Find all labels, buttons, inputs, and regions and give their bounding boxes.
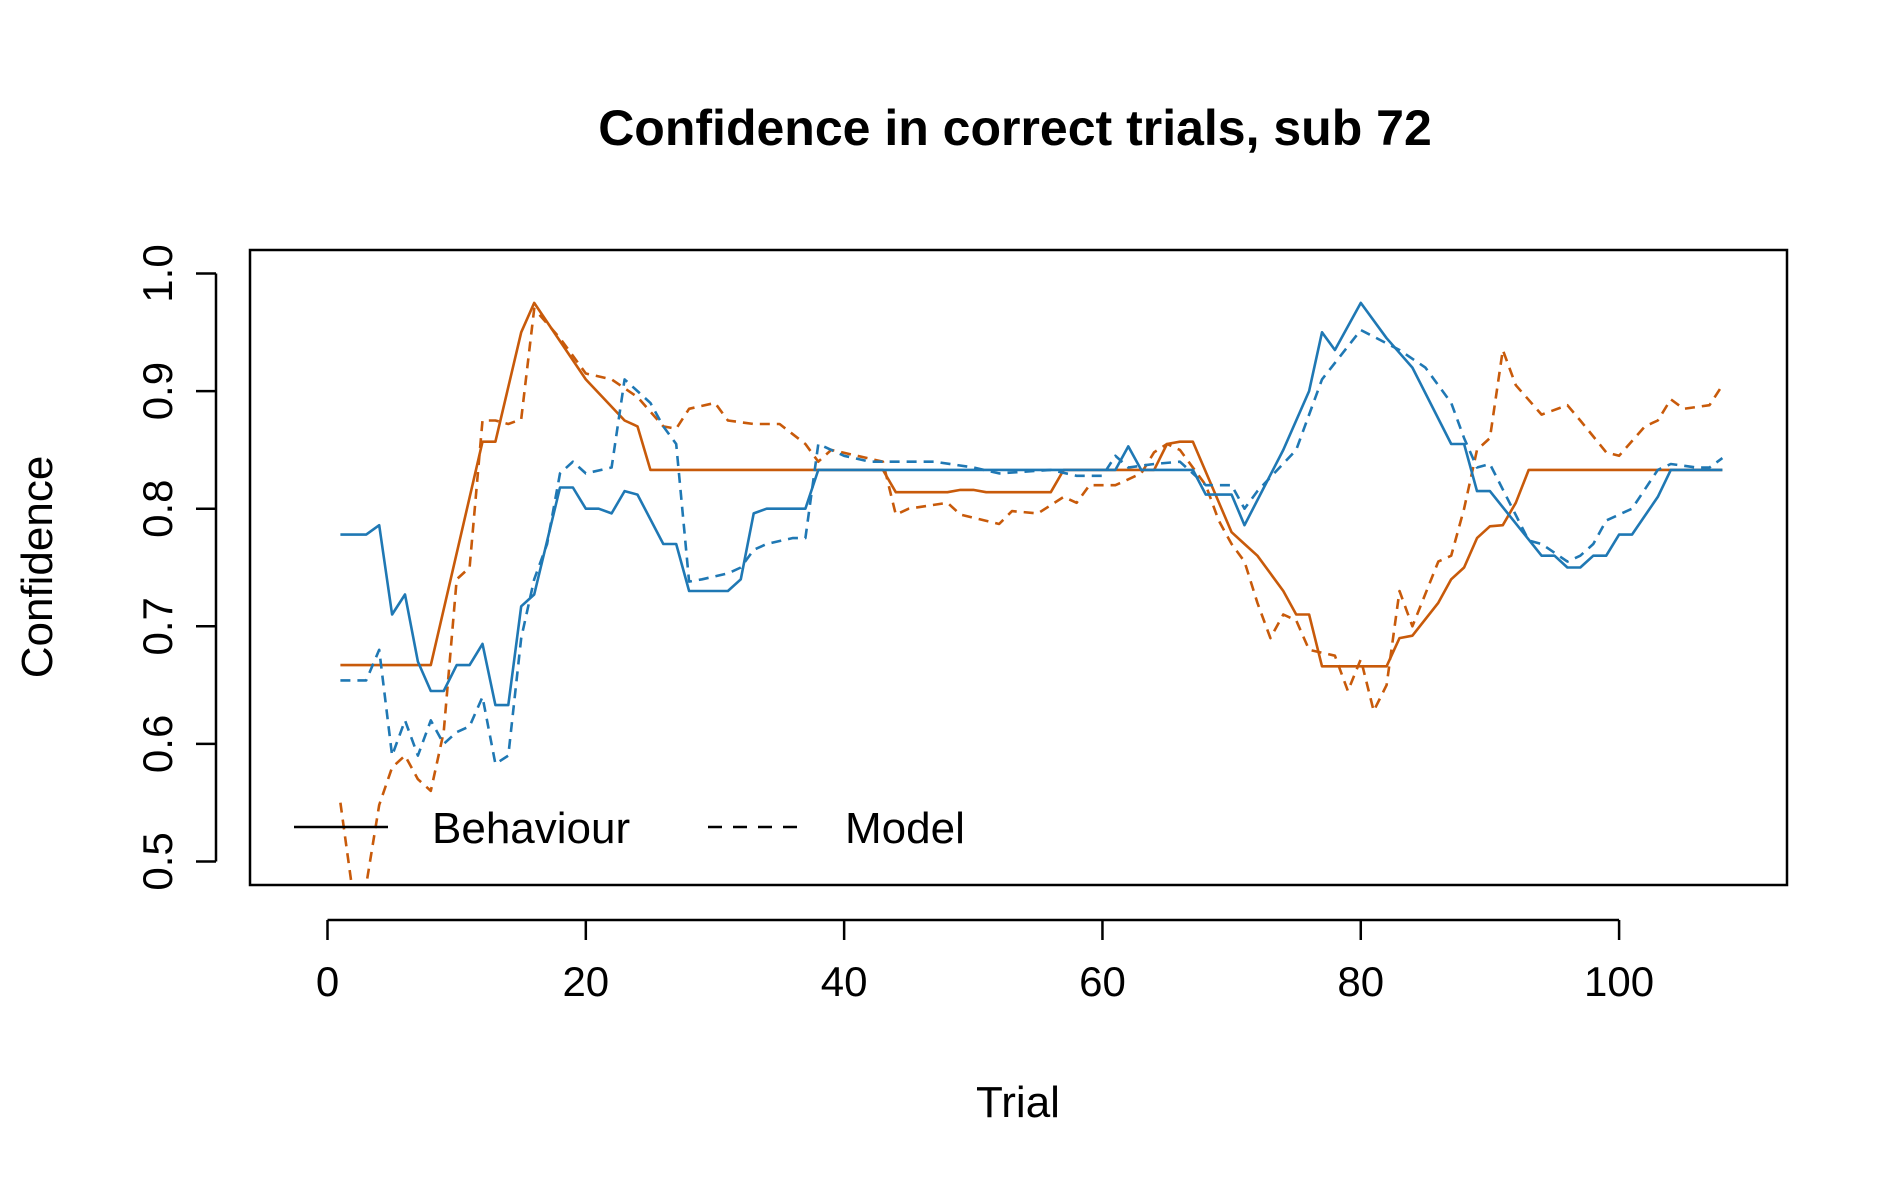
y-tick-label: 0.5 [134, 832, 181, 890]
plot-area [248, 248, 1789, 887]
x-axis-label: Trial [976, 1078, 1060, 1127]
legend-model-label: Model [845, 804, 965, 853]
plot-frame [248, 248, 1789, 887]
x-tick-label: 80 [1337, 958, 1384, 1005]
y-axis: 0.5 0.6 0.7 0.8 0.9 1.0 [134, 244, 218, 891]
x-tick-label: 100 [1584, 958, 1654, 1005]
legend: Behaviour Model [294, 804, 965, 853]
series-line-orange-dashed [339, 307, 1724, 885]
y-tick-label: 0.6 [134, 715, 181, 773]
y-tick-label: 0.7 [134, 597, 181, 655]
y-tick-label: 0.9 [134, 362, 181, 420]
y-tick-label: 0.8 [134, 480, 181, 538]
series-layer [339, 301, 1724, 885]
y-axis-label: Confidence [13, 456, 62, 679]
chart-title: Confidence in correct trials, sub 72 [598, 100, 1432, 156]
series-line-blue-dashed [340, 328, 1724, 766]
x-tick-label: 20 [562, 958, 609, 1005]
y-tick-label: 1.0 [134, 244, 181, 302]
series-line-blue-solid [340, 301, 1723, 707]
x-tick-label: 60 [1079, 958, 1126, 1005]
x-tick-label: 0 [316, 958, 339, 1005]
legend-behaviour-label: Behaviour [432, 804, 630, 853]
x-tick-label: 40 [821, 958, 868, 1005]
series-line-orange-solid [340, 301, 1723, 668]
x-axis: 0 20 40 60 80 100 [316, 918, 1654, 1005]
